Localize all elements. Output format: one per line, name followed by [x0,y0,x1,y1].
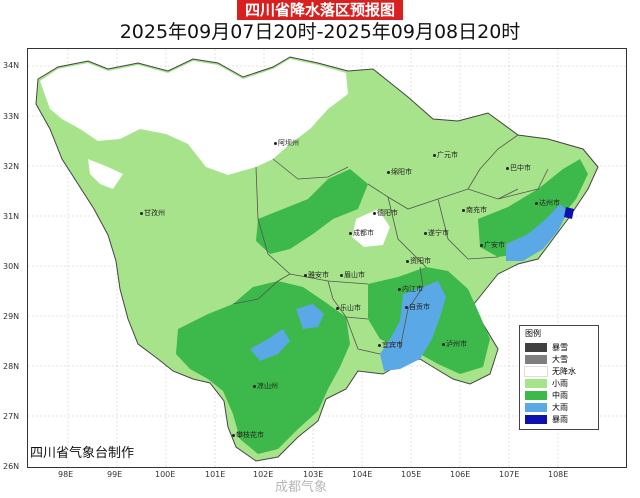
city-label-bazhong: 巴中市 [506,163,531,173]
moderate-rain-central [256,169,368,254]
lon-label-100: 100E [155,470,176,479]
city-label-leshan: 乐山市 [336,303,361,313]
city-label-guangyuan: 广元市 [433,150,458,160]
lon-label-104: 104E [352,470,373,479]
legend-swatch [525,355,547,364]
city-label-ganzi: 甘孜州 [140,208,165,218]
city-label-suining: 遂宁市 [424,228,449,238]
legend-swatch [525,391,547,400]
credit-text: 四川省气象台制作 [30,446,135,461]
lat-label-28: 28N [3,362,20,371]
city-label-meishan: 眉山市 [340,270,365,280]
lon-label-99: 99E [107,470,123,479]
map-legend: 图例 暴雪 大雪 无降水 小雨 中雨 大雨 暴雨 [519,325,599,430]
lon-label-102: 102E [253,470,274,479]
legend-item-light-rain: 小雨 [525,379,597,389]
legend-item-no-precipitation: 无降水 [524,366,597,377]
prefecture-boundaries [232,134,549,355]
lon-label-98: 98E [58,470,74,479]
city-label-zigong: 自贡市 [405,302,430,312]
lon-label-107: 107E [499,470,520,479]
city-label-liangshan: 凉山州 [253,381,278,391]
city-label-panzhihua: 攀枝花市 [232,430,264,440]
legend-swatch [524,366,548,377]
legend-item-moderate-rain: 中雨 [525,391,597,401]
lon-label-108: 108E [548,470,569,479]
lat-label-34: 34N [3,61,20,70]
lon-label-106: 106E [450,470,471,479]
legend-title: 图例 [525,329,541,338]
lon-label-105: 105E [401,470,422,479]
no-rain-west [88,159,123,189]
city-label-guangan: 广安市 [480,240,505,250]
heavy-rain-east [506,204,568,261]
lat-label-27: 27N [3,412,20,421]
city-label-mianyang: 绵阳市 [387,167,412,177]
legend-swatch [525,379,547,388]
city-label-aba: 阿坝州 [274,138,299,148]
city-label-neijiang: 内江市 [398,284,423,294]
heavy-rain-southwest [296,304,324,329]
legend-item-heavy-snowstorm: 暴雪 [525,343,597,353]
city-label-dazhou: 达州市 [535,198,560,208]
legend-swatch [525,403,547,412]
legend-swatch [525,415,547,424]
lat-label-30: 30N [3,262,20,271]
city-label-yaan: 雅安市 [304,270,329,280]
heavy-rain-west [250,329,290,361]
city-label-luzhou: 泸州市 [442,339,467,349]
lon-label-101: 101E [205,470,226,479]
no-rain-north [40,59,348,175]
city-label-deyang: 德阳市 [373,208,398,218]
lon-label-103: 103E [303,470,324,479]
city-label-chengdu: 成都市 [349,228,374,238]
lat-label-29: 29N [3,312,20,321]
lat-label-26: 26N [3,462,20,471]
city-label-yibin: 宜宾市 [378,340,403,350]
no-rain-basin [352,209,390,247]
map-subtitle: 2025年09月07日20时-2025年09月08日20时 [119,21,521,43]
map-title: 四川省降水落区预报图 [0,0,640,20]
legend-item-heavy-snow: 大雪 [525,355,597,365]
legend-item-heavy-rain: 大雨 [525,403,597,413]
heavy-rain-southeast [380,281,446,371]
watermark: 成都气象 [275,480,328,495]
legend-item-rainstorm: 暴雨 [525,415,597,425]
lat-label-33: 33N [3,112,20,121]
rainstorm-area [564,207,574,219]
city-label-ziyang: 资阳市 [406,256,431,266]
legend-swatch [525,343,547,352]
lat-label-32: 32N [3,162,20,171]
lat-label-31: 31N [3,212,20,221]
moderate-rain-east [478,159,588,257]
city-label-nanchong: 南充市 [462,205,487,215]
